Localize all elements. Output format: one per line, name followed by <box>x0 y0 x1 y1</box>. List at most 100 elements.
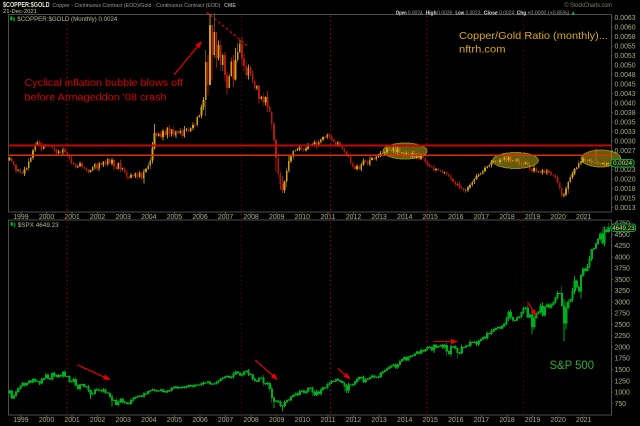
svg-text:2012: 2012 <box>346 214 361 221</box>
svg-text:0.0058: 0.0058 <box>615 34 636 41</box>
svg-text:4649.23: 4649.23 <box>612 225 635 232</box>
svg-text:0.0018: 0.0018 <box>615 186 636 193</box>
svg-text:2010: 2010 <box>295 214 310 221</box>
svg-text:$SPX 4649.23: $SPX 4649.23 <box>18 222 59 229</box>
svg-text:2006: 2006 <box>192 214 207 221</box>
svg-text:2010: 2010 <box>295 417 310 424</box>
svg-text:2014: 2014 <box>397 417 412 424</box>
svg-text:$COPPER:$GOLD (Monthly) 0.0024: $COPPER:$GOLD (Monthly) 0.0024 <box>17 16 117 23</box>
svg-text:2002: 2002 <box>90 417 105 424</box>
svg-text:▲: ▲ <box>571 11 577 17</box>
svg-text:Cyclical inflation bubble blow: Cyclical inflation bubble blows off <box>25 78 184 89</box>
svg-text:2004: 2004 <box>141 214 156 221</box>
svg-text:0.0020: 0.0020 <box>615 176 636 183</box>
svg-text:2014: 2014 <box>397 214 412 221</box>
svg-text:2500: 2500 <box>615 322 630 329</box>
svg-text:© StockCharts.com: © StockCharts.com <box>565 2 613 9</box>
svg-text:+0.0000 (+0.85%): +0.0000 (+0.85%) <box>527 10 569 16</box>
svg-text:4250: 4250 <box>615 243 630 250</box>
svg-text:21-Dec-2021: 21-Dec-2021 <box>3 9 37 15</box>
svg-text:1500: 1500 <box>615 367 630 374</box>
svg-text:2015: 2015 <box>423 417 438 424</box>
svg-text:2000: 2000 <box>615 345 630 352</box>
svg-text:0.0048: 0.0048 <box>615 72 636 79</box>
svg-text:1999: 1999 <box>13 417 28 424</box>
svg-text:1999: 1999 <box>13 214 28 221</box>
svg-text:3500: 3500 <box>615 277 630 284</box>
svg-text:2000: 2000 <box>39 214 54 221</box>
svg-text:2007: 2007 <box>218 417 233 424</box>
svg-text:0.0033: 0.0033 <box>615 129 636 136</box>
svg-text:2007: 2007 <box>218 214 233 221</box>
svg-text:2002: 2002 <box>90 214 105 221</box>
svg-text:4500: 4500 <box>615 232 630 239</box>
svg-text:2008: 2008 <box>243 214 258 221</box>
svg-text:2011: 2011 <box>320 417 335 424</box>
svg-text:2011: 2011 <box>320 214 335 221</box>
svg-text:2001: 2001 <box>64 417 79 424</box>
svg-text:750: 750 <box>615 401 627 408</box>
svg-text:Chg: Chg <box>517 10 527 16</box>
svg-text:0.0024: 0.0024 <box>499 10 515 16</box>
svg-text:3750: 3750 <box>615 266 630 273</box>
svg-text:0.0043: 0.0043 <box>615 91 636 98</box>
svg-text:0.0030: 0.0030 <box>615 138 636 145</box>
svg-text:2020: 2020 <box>551 417 566 424</box>
svg-text:0.0035: 0.0035 <box>615 120 636 127</box>
svg-text:2013: 2013 <box>371 214 386 221</box>
svg-text:0.0023: 0.0023 <box>466 10 482 16</box>
svg-text:0.0023: 0.0023 <box>615 167 636 174</box>
svg-text:1750: 1750 <box>615 356 630 363</box>
svg-text:2006: 2006 <box>192 417 207 424</box>
svg-text:0.0040: 0.0040 <box>615 101 636 108</box>
svg-text:Copper/Gold Ratio (monthly)...: Copper/Gold Ratio (monthly)... <box>459 30 608 42</box>
svg-text:2012: 2012 <box>346 417 361 424</box>
svg-text:2005: 2005 <box>167 417 182 424</box>
svg-text:0.0045: 0.0045 <box>615 82 636 89</box>
svg-text:2015: 2015 <box>423 214 438 221</box>
svg-text:2019: 2019 <box>525 417 540 424</box>
svg-text:1250: 1250 <box>615 378 630 385</box>
svg-text:2017: 2017 <box>474 417 489 424</box>
svg-text:2016: 2016 <box>448 417 463 424</box>
svg-text:2001: 2001 <box>64 214 79 221</box>
svg-text:2250: 2250 <box>615 333 630 340</box>
svg-text:0.0027: 0.0027 <box>615 148 636 155</box>
svg-text:0.0026: 0.0026 <box>437 10 453 16</box>
svg-text:0.0050: 0.0050 <box>615 63 636 70</box>
svg-text:0.0024: 0.0024 <box>613 160 632 167</box>
svg-text:0.0060: 0.0060 <box>615 25 636 32</box>
svg-text:0.0038: 0.0038 <box>615 110 636 117</box>
svg-text:0.0055: 0.0055 <box>615 44 636 51</box>
svg-text:3000: 3000 <box>615 299 630 306</box>
svg-text:0.0013: 0.0013 <box>615 205 636 212</box>
svg-text:2009: 2009 <box>269 417 284 424</box>
svg-text:S&P 500: S&P 500 <box>550 360 595 372</box>
svg-text:nftrh.com: nftrh.com <box>459 43 506 55</box>
svg-text:High: High <box>426 10 437 16</box>
svg-text:0.0063: 0.0063 <box>615 15 636 22</box>
svg-text:3250: 3250 <box>615 288 630 295</box>
svg-text:2008: 2008 <box>243 417 258 424</box>
svg-text:Copper - Continuous Contract (: Copper - Continuous Contract (EOD)/Gold … <box>53 3 221 9</box>
svg-text:before Armageddon '08 crash: before Armageddon '08 crash <box>25 93 167 104</box>
svg-text:2021: 2021 <box>576 417 591 424</box>
svg-text:0.0024: 0.0024 <box>408 10 424 16</box>
svg-text:Open: Open <box>396 10 407 16</box>
svg-text:2021: 2021 <box>576 214 591 221</box>
svg-text:4000: 4000 <box>615 254 630 261</box>
svg-text:2018: 2018 <box>499 417 514 424</box>
svg-text:2003: 2003 <box>116 214 131 221</box>
svg-text:Close: Close <box>484 10 499 16</box>
svg-text:2019: 2019 <box>525 214 540 221</box>
svg-text:2003: 2003 <box>116 417 131 424</box>
svg-text:2017: 2017 <box>474 214 489 221</box>
svg-text:2009: 2009 <box>269 214 284 221</box>
svg-text:1000: 1000 <box>615 390 630 397</box>
svg-text:2020: 2020 <box>551 214 566 221</box>
svg-text:CME: CME <box>224 3 236 9</box>
svg-text:2013: 2013 <box>371 417 386 424</box>
svg-text:2000: 2000 <box>39 417 54 424</box>
svg-text:0.0053: 0.0053 <box>615 53 636 60</box>
svg-text:2005: 2005 <box>167 214 182 221</box>
